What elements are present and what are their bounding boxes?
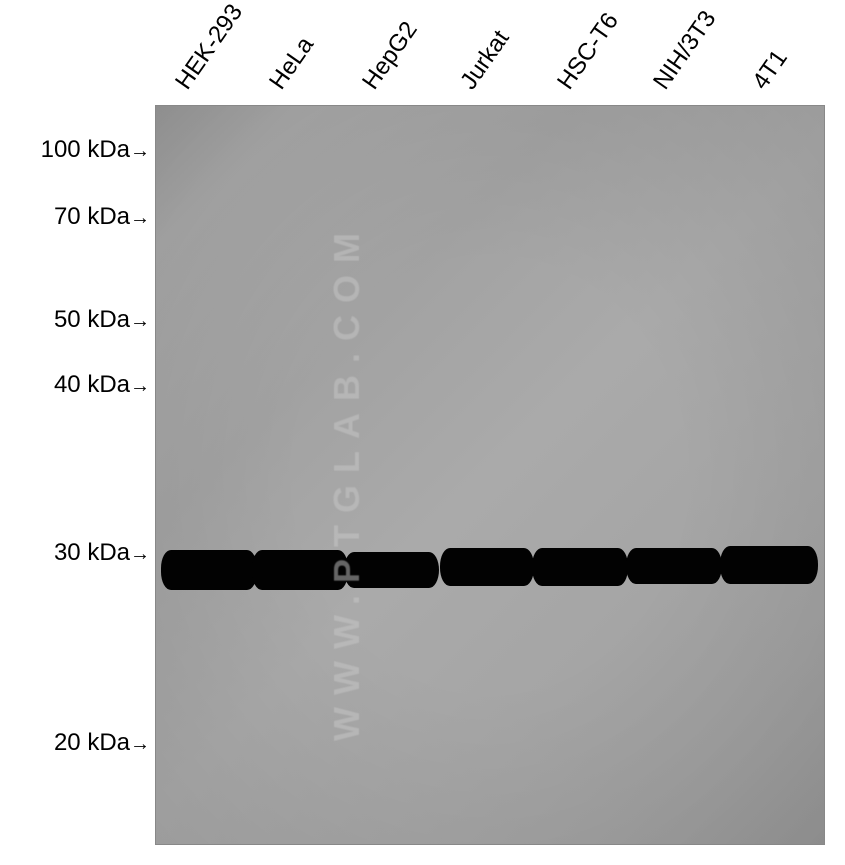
mw-marker-100: 100 kDa→ — [41, 136, 150, 164]
blot-membrane: WWW.PTGLAB.COM — [155, 105, 825, 845]
mw-marker-70: 70 kDa→ — [54, 203, 150, 231]
arrow-icon: → — [130, 543, 150, 565]
mw-marker-column: 100 kDa→ 70 kDa→ 50 kDa→ 40 kDa→ 30 kDa→… — [0, 105, 155, 845]
lane-label-hela: HeLa — [264, 32, 320, 95]
lane-label-hek293: HEK-293 — [170, 0, 249, 95]
mw-marker-50: 50 kDa→ — [54, 306, 150, 334]
lane-labels-row: HEK-293 HeLa HepG2 Jurkat HSC-T6 NIH/3T3… — [155, 0, 825, 105]
lane-label-jurkat: Jurkat — [455, 25, 515, 95]
mw-marker-20: 20 kDa→ — [54, 729, 150, 757]
mw-marker-30: 30 kDa→ — [54, 539, 150, 567]
arrow-icon: → — [130, 310, 150, 332]
blot-background: WWW.PTGLAB.COM — [156, 106, 824, 844]
lane-label-hsct6: HSC-T6 — [552, 8, 625, 95]
lane-label-hepg2: HepG2 — [357, 17, 424, 95]
blot-figure: HEK-293 HeLa HepG2 Jurkat HSC-T6 NIH/3T3… — [0, 0, 845, 865]
mw-marker-40: 40 kDa→ — [54, 371, 150, 399]
lane-label-4t1: 4T1 — [747, 45, 794, 95]
arrow-icon: → — [130, 207, 150, 229]
protein-band — [720, 546, 818, 584]
protein-band — [440, 548, 534, 586]
arrow-icon: → — [130, 733, 150, 755]
protein-band — [252, 550, 348, 590]
arrow-icon: → — [130, 375, 150, 397]
protein-band — [626, 548, 722, 584]
protein-band — [161, 550, 257, 590]
blot-vignette — [156, 106, 824, 844]
protein-band — [532, 548, 628, 586]
arrow-icon: → — [130, 140, 150, 162]
lane-label-nih3t3: NIH/3T3 — [648, 6, 722, 95]
protein-band — [344, 552, 439, 588]
